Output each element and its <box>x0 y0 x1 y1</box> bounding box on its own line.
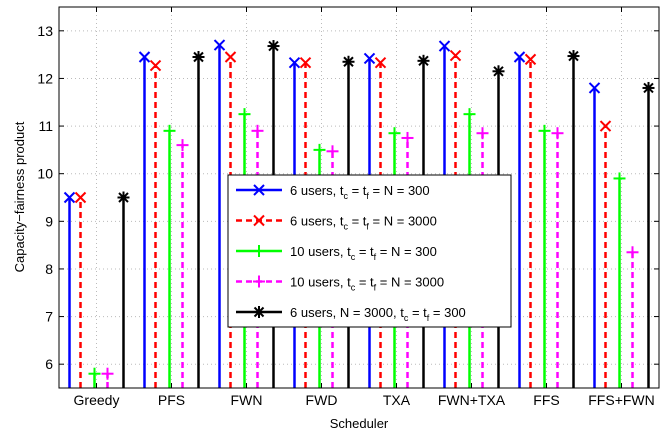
x-tick-label: FFS+FWN <box>588 392 655 408</box>
legend-entry-1: 6 users, tc = tf = N = 300 <box>290 183 430 201</box>
y-tick-label: 8 <box>45 261 53 277</box>
marker-series-4 <box>551 127 564 140</box>
legend-text-part: c <box>351 283 356 293</box>
legend-text-part: = t <box>355 244 374 259</box>
legend-text-part: f <box>427 313 430 323</box>
x-tick-label: FWN <box>231 392 263 408</box>
marker-series-4 <box>326 145 339 158</box>
y-tick-label: 13 <box>37 23 53 39</box>
legend-marker-5 <box>253 306 265 318</box>
marker-series-3 <box>613 172 626 185</box>
marker-series-1 <box>138 51 151 63</box>
legend-marker-3 <box>253 245 265 257</box>
marker-series-3 <box>163 124 176 137</box>
marker-series-2 <box>449 49 462 62</box>
axes: 6 7 8 9 10 11 12 13 Greedy PFS FWN FWD TXA FWN+TXA FFS… <box>37 7 659 408</box>
marker-series-2 <box>599 120 612 132</box>
marker-series-5 <box>642 81 655 94</box>
y-axis-label: Capacity−fairness product <box>12 121 27 272</box>
marker-series-4 <box>626 246 639 259</box>
legend-text-part: = t <box>348 183 367 198</box>
legend-text-part: 6 users, N = 3000, t <box>290 305 404 320</box>
marker-series-1 <box>363 52 376 65</box>
x-tick-label: FFS <box>533 392 559 408</box>
legend-text-part: f <box>366 222 369 232</box>
marker-series-1 <box>438 40 451 52</box>
legend-text-part: f <box>366 191 369 201</box>
y-tick-label: 6 <box>45 356 53 372</box>
marker-series-3 <box>313 143 326 156</box>
legend-text-part: 6 users, t <box>290 183 344 198</box>
marker-series-5 <box>192 51 205 64</box>
marker-series-2 <box>374 57 387 69</box>
marker-series-3 <box>388 127 401 140</box>
y-tick-label: 11 <box>38 118 53 134</box>
x-tick-label: Greedy <box>74 392 120 408</box>
x-tick-label: PFS <box>158 392 185 408</box>
marker-series-2 <box>224 51 237 63</box>
marker-series-4 <box>476 127 489 140</box>
marker-series-5 <box>117 191 130 204</box>
marker-series-3 <box>463 108 476 121</box>
marker-series-3 <box>238 108 251 121</box>
legend-entry-5: 6 users, N = 3000, tc = tf = 300 <box>290 305 466 323</box>
marker-series-4 <box>401 131 414 144</box>
marker-series-4 <box>251 124 264 137</box>
legend-marker-4 <box>253 275 265 288</box>
legend-entry-2: 6 users, tc = tf = N = 3000 <box>290 214 437 232</box>
marker-series-5 <box>492 65 505 78</box>
legend-text-part: 10 users, t <box>290 275 351 290</box>
y-tick-label: 7 <box>45 309 53 325</box>
legend-text-part: 10 users, t <box>290 244 351 259</box>
legend-text-part: c <box>343 191 348 201</box>
marker-series-1 <box>513 51 526 63</box>
legend-text-part: c <box>351 252 356 262</box>
legend-text-part: = t <box>408 305 427 320</box>
y-tick-label: 12 <box>37 70 53 86</box>
legend-text-part: = N = 3000 <box>369 214 437 229</box>
legend-text-part: = N = 3000 <box>376 275 444 290</box>
x-tick-label: TXA <box>383 392 411 408</box>
plot-frame <box>58 6 660 389</box>
x-tick-label: FWN+TXA <box>438 392 506 408</box>
marker-series-2 <box>524 53 537 66</box>
legend-marker-2 <box>253 214 265 227</box>
marker-series-5 <box>417 54 430 67</box>
marker-series-2 <box>299 57 312 69</box>
legend-text-part: = 300 <box>429 305 466 320</box>
marker-series-1 <box>213 39 226 51</box>
marker-series-2 <box>74 191 87 204</box>
marker-series-5 <box>267 40 280 53</box>
marker-series-5 <box>342 55 355 68</box>
marker-series-3 <box>88 367 101 380</box>
legend-entry-3: 10 users, tc = tf = N = 300 <box>290 244 437 262</box>
legend-marker-1 <box>253 184 265 196</box>
marker-series-1 <box>63 191 76 204</box>
legend-text-part: = t <box>355 275 374 290</box>
legend-text-part: c <box>343 222 348 232</box>
legend-text-part: f <box>374 283 377 293</box>
x-tick-label: FWD <box>306 392 338 408</box>
x-axis-label: Scheduler <box>330 416 389 431</box>
marker-series-1 <box>288 57 301 69</box>
legend-text-part: = t <box>348 214 367 229</box>
legend-text-part: c <box>404 313 409 323</box>
y-tick-label: 10 <box>37 166 53 182</box>
y-tick-label: 9 <box>45 213 53 229</box>
legend-entry-4: 10 users, tc = tf = N = 3000 <box>290 275 444 293</box>
marker-series-2 <box>149 59 162 72</box>
marker-series-3 <box>538 124 551 137</box>
marker-series-1 <box>588 82 601 94</box>
legend-text-part: f <box>374 252 377 262</box>
legend-text-part: = N = 300 <box>376 244 437 259</box>
marker-series-4 <box>101 367 114 380</box>
legend-text-part: = N = 300 <box>369 183 430 198</box>
legend-text-part: 6 users, t <box>290 214 344 229</box>
marker-series-5 <box>567 50 580 63</box>
marker-series-4 <box>176 139 189 152</box>
